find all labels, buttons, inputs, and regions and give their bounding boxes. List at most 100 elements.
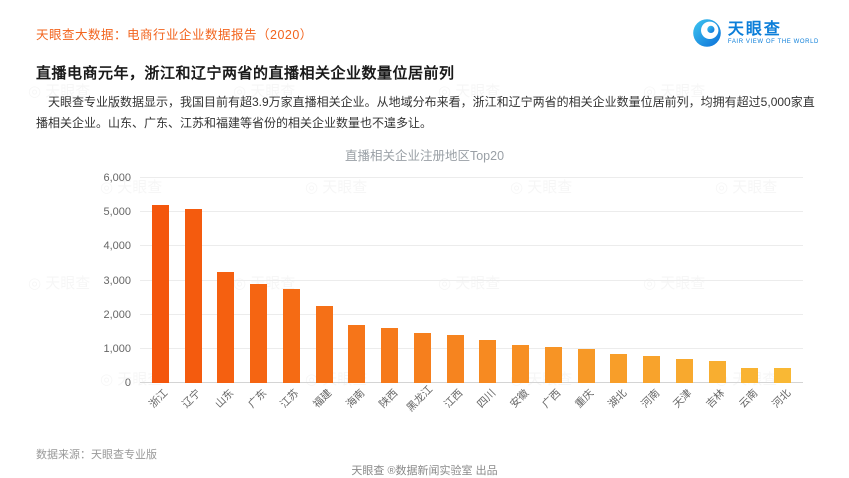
bar <box>675 359 693 383</box>
bar <box>348 324 366 383</box>
bar-slot <box>701 178 734 383</box>
bar-slot <box>668 178 701 383</box>
bar <box>643 355 661 383</box>
gridline <box>140 313 803 315</box>
x-tick-label: 云南 <box>736 387 761 411</box>
x-slot: 安徽 <box>504 383 537 429</box>
tianyancha-logo: 天眼查 FAIR VIEW OF THE WORLD <box>692 18 819 48</box>
gridline <box>140 279 803 281</box>
bar <box>577 348 595 383</box>
x-tick-label: 江西 <box>442 387 466 411</box>
y-tick-label: 2,000 <box>103 308 131 321</box>
bar-slot <box>766 178 799 383</box>
x-tick-label: 黑龙江 <box>404 383 436 415</box>
x-slot: 浙江 <box>144 383 177 429</box>
bar-slot <box>439 178 472 383</box>
bar-slot <box>275 178 308 383</box>
bar-slot <box>635 178 668 383</box>
x-tick-label: 辽宁 <box>180 387 204 411</box>
logo-tagline: FAIR VIEW OF THE WORLD <box>727 39 819 46</box>
bar <box>184 208 202 383</box>
y-tick-label: 3,000 <box>103 274 131 287</box>
bar-slot <box>308 178 341 383</box>
bar-slot <box>570 178 603 383</box>
bar <box>479 340 497 383</box>
x-slot: 吉林 <box>701 383 734 429</box>
x-slot: 广西 <box>537 383 570 429</box>
logo-name: 天眼查 <box>727 20 782 38</box>
bar <box>413 333 431 383</box>
x-tick-label: 广西 <box>540 387 564 411</box>
bar-slot <box>341 178 374 383</box>
x-slot: 河北 <box>766 383 799 429</box>
bar-slot <box>177 178 210 383</box>
x-tick-label: 浙江 <box>147 387 171 411</box>
gridline <box>140 382 803 383</box>
bar-slot <box>373 178 406 383</box>
x-slot: 福建 <box>308 383 341 429</box>
bar <box>446 335 464 383</box>
x-tick-label: 四川 <box>474 387 499 411</box>
bar-slot <box>472 178 505 383</box>
credit-line: 天眼查 ®数据新闻实验室 出品 <box>351 465 498 477</box>
bar-chart: 0 1,000 2,000 3,000 4,000 5,000 6,000 浙江 辽宁 山东 广东… <box>88 172 803 429</box>
x-slot: 山东 <box>210 383 243 429</box>
x-tick-label: 河北 <box>769 387 793 411</box>
y-tick-label: 6,000 <box>103 172 131 184</box>
bar-slot <box>144 178 177 383</box>
bar <box>282 289 300 383</box>
report-series-title: 天眼查大数据：电商行业企业数据报告（2020） <box>36 28 313 42</box>
bar <box>544 347 562 383</box>
gridline <box>140 245 803 247</box>
bar <box>381 328 399 383</box>
tianyancha-logo-icon <box>693 19 721 47</box>
data-source: 数据来源：天眼查专业版 <box>36 449 157 461</box>
x-slot: 四川 <box>472 383 505 429</box>
x-tick-label: 天津 <box>671 387 695 411</box>
bar-slot <box>242 178 275 383</box>
gridline <box>140 211 803 213</box>
x-slot: 黑龙江 <box>404 383 439 429</box>
x-tick-label: 广东 <box>245 387 269 411</box>
x-tick-label: 江苏 <box>278 387 302 411</box>
x-slot: 河南 <box>635 383 668 429</box>
bar-slot <box>210 178 243 383</box>
x-tick-label: 安徽 <box>507 387 531 411</box>
x-tick-label: 山东 <box>212 387 237 411</box>
x-slot: 海南 <box>341 383 374 429</box>
bar <box>250 283 268 383</box>
bar-slot <box>537 178 570 383</box>
x-tick-label: 河南 <box>638 387 662 411</box>
y-tick-label: 0 <box>124 377 131 389</box>
x-tick-label: 湖北 <box>605 387 630 411</box>
gridline <box>140 177 803 178</box>
bar <box>151 205 169 383</box>
bar-slot <box>603 178 636 383</box>
x-slot: 云南 <box>734 383 767 429</box>
bars-group <box>144 178 799 383</box>
x-slot: 辽宁 <box>177 383 210 429</box>
bar <box>610 353 628 383</box>
chart-title: 直播相关企业注册地区Top20 <box>344 149 505 163</box>
bar <box>741 367 759 383</box>
bar-slot <box>734 178 767 383</box>
x-tick-label: 重庆 <box>573 387 597 411</box>
y-tick-label: 4,000 <box>103 240 131 253</box>
x-tick-label: 陕西 <box>376 387 400 411</box>
plot-area: 0 1,000 2,000 3,000 4,000 5,000 6,000 <box>103 172 803 389</box>
bar-slot <box>504 178 537 383</box>
x-tick-label: 吉林 <box>704 387 728 411</box>
x-slot: 陕西 <box>373 383 406 429</box>
logo-text: 天眼查 FAIR VIEW OF THE WORLD <box>728 21 819 46</box>
x-slot: 湖北 <box>603 383 636 429</box>
bar <box>774 368 792 383</box>
x-slot: 江西 <box>439 383 472 429</box>
bar <box>315 306 333 383</box>
gridline <box>140 347 803 349</box>
x-axis-labels: 浙江 辽宁 山东 广东 江苏 福建 海南 陕西 黑龙江 江西 四川 安徽 广西 重庆 湖北 河南 天津 吉林 云南河… <box>140 383 803 429</box>
x-tick-label: 海南 <box>343 387 368 411</box>
x-slot: 重庆 <box>570 383 603 429</box>
x-slot: 广东 <box>242 383 275 429</box>
